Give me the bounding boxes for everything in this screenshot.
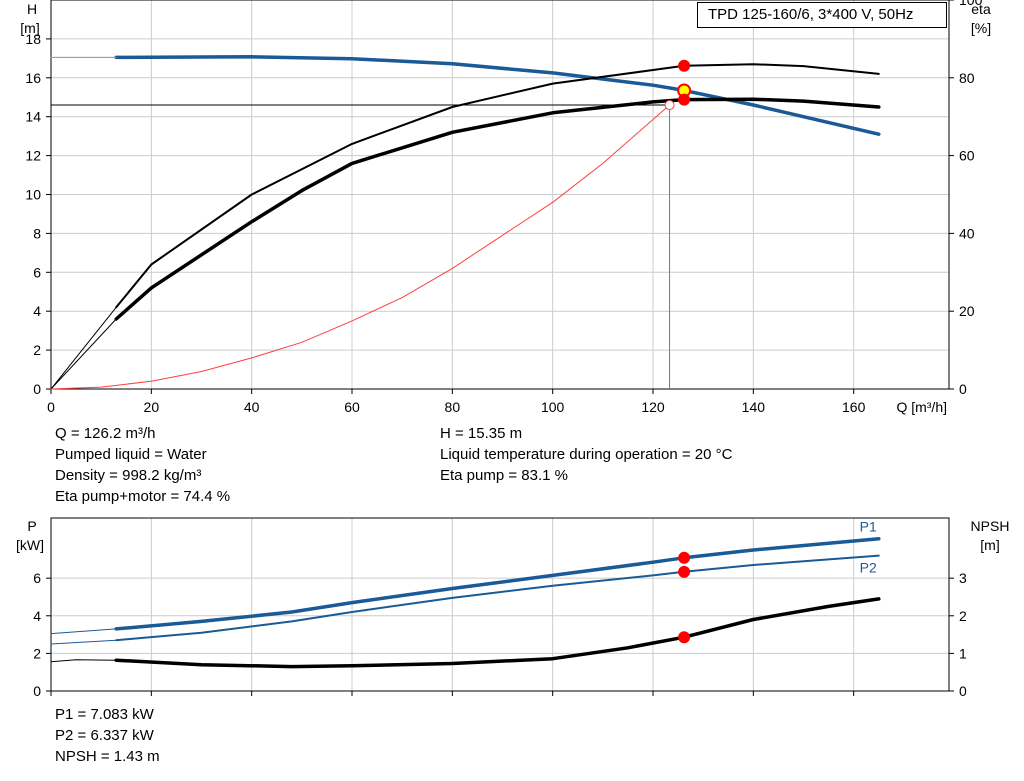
right-axis-title: eta [971,1,991,17]
left-tick-label-0: 0 [33,683,41,699]
x-tick-label-0: 0 [47,399,55,415]
right-tick-label-4: 80 [959,70,975,86]
info-p1: P1 = 7.083 kW [55,706,154,723]
left-axis-unit: [m] [20,20,39,36]
left-tick-label-0: 0 [33,381,41,397]
right-tick-label-3: 3 [959,570,967,586]
left-tick-label-3: 6 [33,264,41,280]
right-tick-label-3: 60 [959,148,975,164]
left-tick-label-3: 6 [33,570,41,586]
right-tick-label-0: 0 [959,381,967,397]
right-tick-label-0: 0 [959,683,967,699]
left-axis-title: H [27,1,37,17]
right-tick-label-1: 1 [959,645,967,661]
left-tick-label-4: 8 [33,225,41,241]
x-tick-label-5: 100 [541,399,565,415]
series-p1-ext [50,628,117,635]
right-tick-label-5: 100 [959,0,983,8]
left-tick-label-6: 12 [25,148,41,164]
info-top-left: Q = 126.2 m³/h Pumped liquid = Water Den… [55,423,230,507]
series-p2 [115,554,880,642]
left-tick-label-2: 4 [33,608,41,624]
right-axis-unit: [%] [971,20,991,36]
series-eta-total [114,97,881,321]
eta-point-1 [678,93,691,106]
x-tick-label-8: 160 [842,399,866,415]
info-eta-pump: Eta pump = 83.1 % [440,467,568,484]
x-tick-label-3: 60 [344,399,360,415]
x-tick-label-4: 80 [445,399,461,415]
left-tick-label-2: 4 [33,303,41,319]
eta-point-0 [678,59,691,72]
info-npsh: NPSH = 1.43 m [55,748,160,765]
plot-frame [50,517,950,692]
left-tick-label-1: 2 [33,342,41,358]
x-tick-label-2: 40 [244,399,260,415]
right-tick-label-2: 2 [959,608,967,624]
left-tick-label-1: 2 [33,645,41,661]
series-eta-total-ext [50,318,117,390]
x-tick-label-1: 20 [144,399,160,415]
info-p2: P2 = 6.337 kW [55,727,154,744]
series-p2-ext [50,639,117,645]
right-axis-unit: [m] [980,537,999,553]
series-system [50,104,671,390]
system-curve-marker [664,100,675,111]
left-axis-unit: [kW] [16,537,44,553]
series-head [114,55,881,136]
operating-point-1 [678,565,691,578]
head-efficiency-plot: 0 2 4 6 8 10 12 14 16 18 0 20 40 60 80 100 0 20 40 60 80 100 1… [20,0,991,415]
series-label-p2: P2 [860,560,877,576]
right-tick-label-2: 40 [959,225,975,241]
x-tick-label-6: 120 [641,399,665,415]
info-temperature: Liquid temperature during operation = 20… [440,446,733,463]
left-tick-label-9: 18 [25,31,41,47]
series-p1 [114,536,881,631]
info-head: H = 15.35 m [440,425,523,442]
series-npsh-ext [50,659,117,663]
right-tick-label-1: 20 [959,303,975,319]
series-eta-pump-ext [50,306,117,390]
chart-title: TPD 125-160/6, 3*400 V, 50Hz [697,2,947,28]
info-top-right: H = 15.35 m Liquid temperature during op… [440,423,732,486]
info-eta-total: Eta pump+motor = 74.4 % [55,488,231,505]
series-npsh [114,597,881,669]
power-npsh-plot: 0 2 4 6 0 1 2 3 P [kW] NPSH [m] P1 P2 [16,517,1010,699]
left-tick-label-7: 14 [25,109,41,125]
series-eta-pump [115,63,880,309]
info-bottom: P1 = 7.083 kW P2 = 6.337 kW NPSH = 1.43 … [55,704,160,767]
left-tick-label-8: 16 [25,70,41,86]
left-tick-label-5: 10 [25,187,41,203]
operating-point-0 [678,551,691,564]
info-density: Density = 998.2 kg/m³ [55,467,202,484]
right-axis-title: NPSH [971,518,1010,534]
x-axis-title: Q [m³/h] [896,399,947,415]
info-flow: Q = 126.2 m³/h [55,425,156,442]
left-axis-title: P [27,518,36,534]
info-liquid: Pumped liquid = Water [55,446,207,463]
operating-point-2 [678,631,691,644]
series-label-p1: P1 [860,519,877,535]
x-tick-label-7: 140 [742,399,766,415]
